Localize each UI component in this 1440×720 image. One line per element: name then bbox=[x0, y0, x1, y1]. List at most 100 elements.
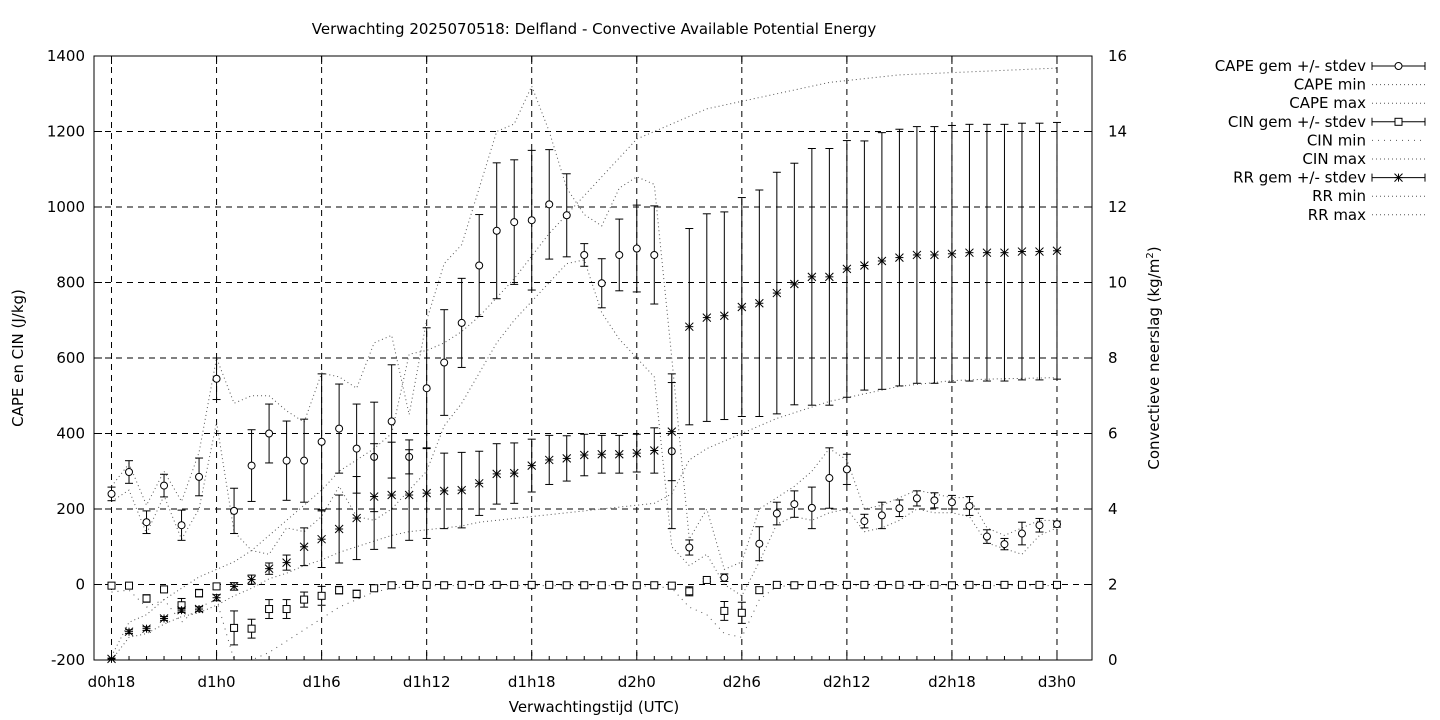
cape-mean-point bbox=[422, 384, 431, 393]
rr-mean-point bbox=[597, 449, 607, 459]
rr-mean-point bbox=[667, 427, 677, 436]
rr-mean-point bbox=[965, 248, 974, 258]
cin-mean-point bbox=[230, 623, 239, 632]
rr-mean-point bbox=[509, 468, 519, 478]
star-stroke bbox=[842, 264, 852, 274]
cin-mean-point bbox=[895, 580, 904, 589]
cape-mean-point bbox=[247, 461, 256, 470]
star-stroke bbox=[930, 250, 939, 260]
star-stroke bbox=[649, 446, 659, 455]
x-tick-label: d2h18 bbox=[928, 673, 976, 691]
star-stroke bbox=[369, 492, 379, 501]
star-stroke bbox=[1394, 173, 1403, 182]
rr-mean-point bbox=[194, 604, 204, 614]
rr-mean-point bbox=[124, 627, 134, 637]
star-stroke bbox=[299, 542, 309, 552]
cape-mean-point bbox=[160, 481, 169, 490]
star-stroke bbox=[177, 605, 186, 615]
y2-tick-label: 6 bbox=[1108, 425, 1118, 443]
rr-mean-point bbox=[264, 564, 274, 573]
y-tick-label: 600 bbox=[56, 349, 85, 367]
star-stroke bbox=[492, 469, 502, 479]
rr-mean-point bbox=[142, 624, 151, 634]
x-tick-label: d2h6 bbox=[723, 673, 761, 691]
y2-tick-label: 16 bbox=[1108, 47, 1127, 65]
star-stroke bbox=[789, 279, 799, 289]
cin-mean-point bbox=[720, 606, 729, 615]
x-tick-label: d1h18 bbox=[508, 673, 556, 691]
cin-mean-point bbox=[247, 624, 256, 633]
star-stroke bbox=[614, 449, 624, 459]
cin-mean-point bbox=[387, 581, 396, 590]
cin-mean-point bbox=[755, 586, 764, 595]
cin-mean-point bbox=[842, 580, 851, 589]
y-tick-label: 1000 bbox=[47, 198, 85, 216]
cape-mean-point bbox=[125, 468, 134, 477]
star-stroke bbox=[352, 513, 361, 523]
star-stroke bbox=[895, 253, 904, 262]
star-stroke bbox=[387, 490, 397, 500]
y2-tick-label: 14 bbox=[1108, 123, 1127, 141]
legend-label: CAPE max bbox=[1289, 94, 1366, 112]
rr-mean-point bbox=[825, 272, 834, 282]
cape-mean-point bbox=[1000, 540, 1009, 549]
rr-mean-point bbox=[982, 248, 992, 258]
rr-mean-point bbox=[877, 256, 887, 266]
rr-mean-point bbox=[492, 469, 502, 479]
chart-title: Verwachting 2025070518: Delfland - Conve… bbox=[312, 20, 877, 38]
cin-mean-point bbox=[212, 582, 221, 591]
y2-axis-label-end: ) bbox=[1145, 246, 1163, 252]
cin-mean-point bbox=[597, 581, 606, 590]
star-stroke bbox=[334, 524, 344, 534]
cin-mean-point bbox=[825, 581, 834, 590]
cape-mean-point bbox=[807, 503, 816, 512]
rr-mean-point bbox=[632, 448, 642, 458]
cape-mean-point bbox=[1017, 529, 1026, 538]
cin-mean-point bbox=[352, 589, 361, 598]
cin-mean-point bbox=[545, 580, 554, 589]
rr-mean-point bbox=[614, 449, 624, 459]
y2-tick-label: 12 bbox=[1108, 198, 1127, 216]
star-stroke bbox=[212, 593, 221, 603]
star-stroke bbox=[544, 455, 554, 465]
grid-lines bbox=[94, 56, 1092, 660]
cape-mean-point bbox=[580, 250, 589, 259]
cin-mean-point bbox=[142, 594, 151, 603]
cape-min-line bbox=[111, 259, 1058, 597]
cin-mean-point bbox=[300, 595, 309, 604]
min-max-lines bbox=[111, 67, 1058, 661]
rr-mean-point bbox=[684, 322, 694, 332]
rr-mean-point bbox=[947, 249, 957, 259]
rr-mean-point bbox=[649, 446, 659, 455]
rr-mean-point bbox=[212, 593, 221, 603]
rr-mean-point bbox=[474, 478, 484, 488]
star-stroke bbox=[807, 272, 817, 282]
cin-mean-point bbox=[650, 581, 659, 590]
star-stroke bbox=[142, 624, 151, 634]
rr-max-line bbox=[111, 67, 1058, 657]
star-stroke bbox=[1000, 248, 1009, 258]
cape-mean-point bbox=[947, 498, 956, 507]
y-tick-label: 0 bbox=[75, 576, 85, 594]
legend-sample-marker bbox=[1394, 173, 1403, 182]
cin-mean-point bbox=[615, 581, 624, 590]
star-stroke bbox=[947, 249, 957, 259]
cin-mean-point bbox=[317, 591, 326, 600]
star-stroke bbox=[667, 427, 677, 436]
cin-mean-point bbox=[930, 580, 939, 589]
y-axis-label: CAPE en CIN (J/kg) bbox=[9, 289, 27, 427]
cape-mean-point bbox=[1052, 520, 1061, 529]
rr-mean-point bbox=[1017, 247, 1027, 256]
cape-mean-point bbox=[335, 424, 344, 433]
cin-mean-point bbox=[877, 580, 886, 589]
cin-mean-point bbox=[982, 580, 991, 589]
y2-tick-label: 0 bbox=[1108, 651, 1118, 669]
legend-label: CIN min bbox=[1307, 131, 1366, 149]
y-tick-label: 400 bbox=[56, 425, 85, 443]
cin-mean-point bbox=[807, 580, 816, 589]
rr-mean-point bbox=[1035, 247, 1044, 256]
cin-mean-point bbox=[965, 580, 974, 589]
cin-mean-point bbox=[440, 581, 449, 590]
star-stroke bbox=[965, 248, 974, 258]
